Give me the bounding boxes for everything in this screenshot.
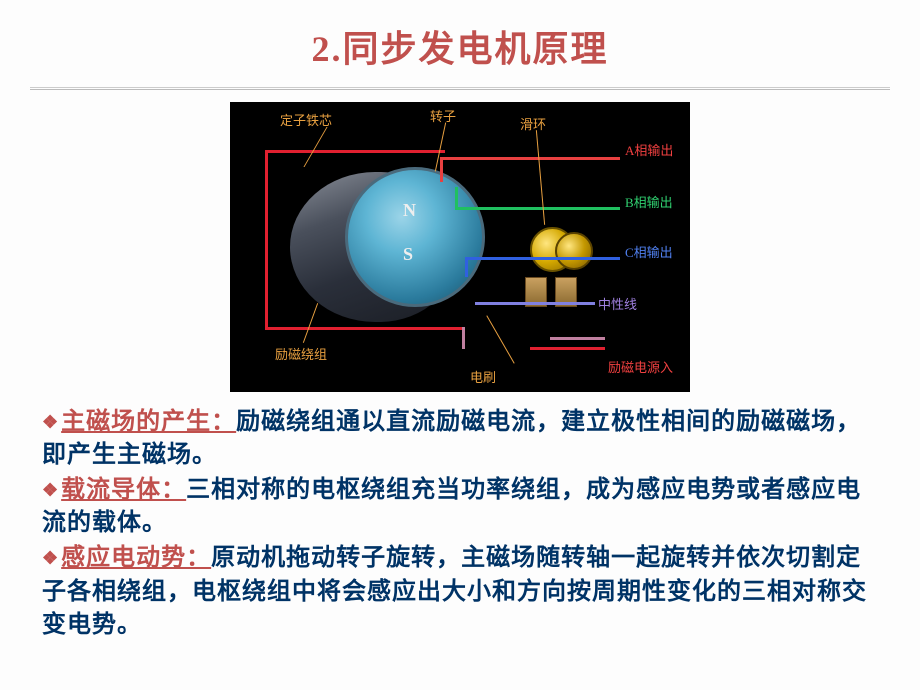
- bullet-1-head: 主磁场的产生：: [61, 409, 236, 435]
- wire-excite-in: [530, 347, 605, 350]
- pointer-slipring: [536, 130, 545, 225]
- generator-face: N S: [345, 167, 485, 307]
- bullet-marker: ❖: [42, 412, 59, 432]
- label-stator-core: 定子铁芯: [280, 110, 332, 129]
- rotor-pole-south: S: [403, 244, 433, 274]
- label-slip-ring: 滑环: [520, 114, 546, 133]
- title-divider: [30, 87, 890, 90]
- wire-phase-c: [465, 257, 620, 260]
- wire-phase-b-v: [455, 187, 458, 209]
- diagram-container: N S: [0, 102, 920, 392]
- generator-diagram: N S: [230, 102, 690, 392]
- generator-body: N S: [270, 162, 470, 342]
- bullet-marker: ❖: [42, 548, 59, 568]
- label-excite-winding: 励磁绕组: [275, 344, 327, 363]
- bullet-marker: ❖: [42, 480, 59, 500]
- pointer-stator: [303, 127, 366, 167]
- wire-phase-c-v: [465, 257, 468, 277]
- wire-excite-left: [265, 150, 268, 330]
- wire-phase-b: [455, 207, 620, 210]
- slide-title-wrap: 2.同步发电机原理: [0, 0, 920, 87]
- label-rotor: 转子: [430, 106, 456, 125]
- bullet-2-head: 载流导体：: [61, 477, 186, 503]
- bullet-3: ❖感应电动势：原动机拖动转子旋转，主磁场随转轴一起旋转并依次切割定子各相绕组，电…: [42, 542, 878, 641]
- bullet-3-head: 感应电动势：: [61, 545, 211, 571]
- rotor-pole-north: N: [403, 200, 433, 230]
- slide: 2.同步发电机原理 N S: [0, 0, 920, 690]
- wire-neutral: [475, 302, 595, 305]
- slide-title: 2.同步发电机原理: [311, 29, 608, 69]
- label-phase-a: A相输出: [625, 140, 673, 159]
- wire-excite-in2: [550, 337, 605, 340]
- bullet-2: ❖载流导体：三相对称的电枢绕组充当功率绕组，成为感应电势或者感应电流的载体。: [42, 474, 878, 540]
- pointer-brush: [486, 315, 514, 363]
- label-phase-b: B相输出: [625, 192, 673, 211]
- wire-excite-top: [265, 150, 445, 153]
- slip-ring-2: [555, 232, 593, 270]
- wire-excite-right: [462, 327, 465, 349]
- wire-phase-a: [440, 157, 620, 160]
- label-excite-in: 励磁电源入: [608, 357, 673, 376]
- wire-excite-bot: [265, 327, 465, 330]
- label-brush: 电刷: [470, 367, 496, 386]
- label-phase-c: C相输出: [625, 242, 673, 261]
- label-neutral: 中性线: [598, 294, 637, 313]
- bullet-1: ❖主磁场的产生：励磁绕组通以直流励磁电流，建立极性相间的励磁磁场，即产生主磁场。: [42, 406, 878, 472]
- body-text: ❖主磁场的产生：励磁绕组通以直流励磁电流，建立极性相间的励磁磁场，即产生主磁场。…: [0, 406, 920, 642]
- wire-phase-a-v: [440, 157, 443, 182]
